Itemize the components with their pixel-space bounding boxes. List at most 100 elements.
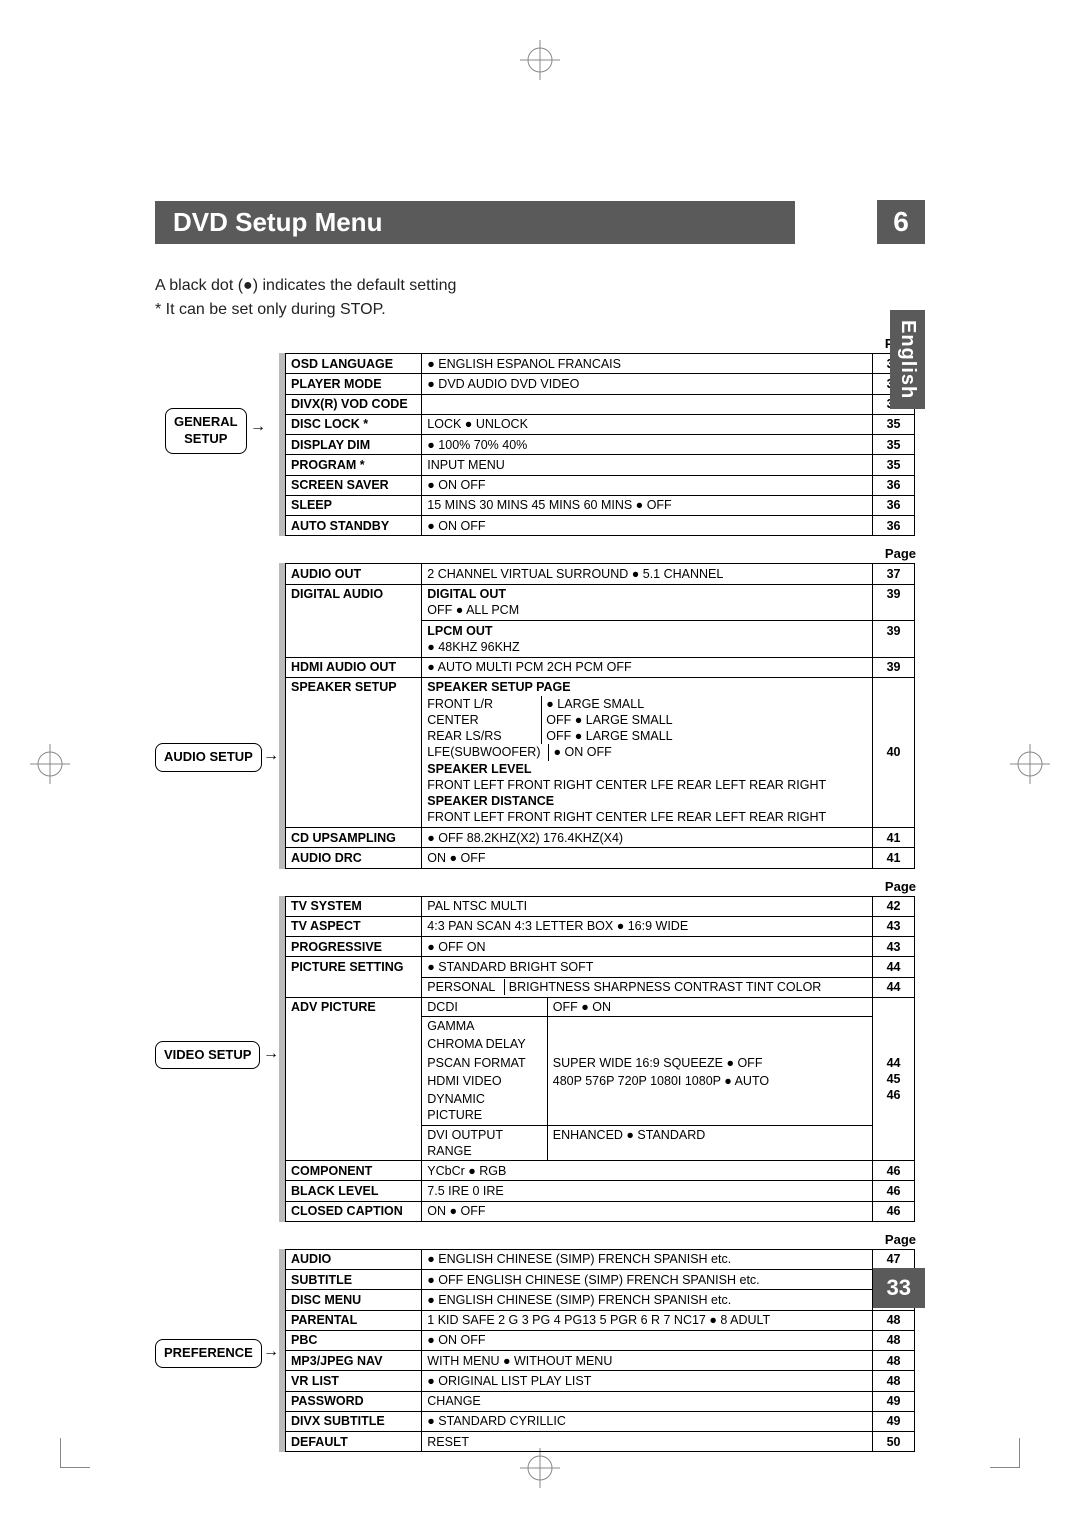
row-label: VR LIST bbox=[286, 1371, 422, 1391]
row-label: SPEAKER SETUP bbox=[286, 677, 422, 827]
row-label: PBC bbox=[286, 1330, 422, 1350]
category-general: GENERAL SETUP bbox=[165, 408, 247, 454]
row-page: 46 bbox=[873, 1161, 915, 1181]
row-page: 43 bbox=[873, 916, 915, 936]
row-label: DISPLAY DIM bbox=[286, 435, 422, 455]
row-opts: ● ON OFF bbox=[422, 1330, 873, 1350]
general-setup-block: GENERAL SETUP → OSD LANGUAGE● ENGLISH ES… bbox=[155, 353, 925, 536]
row-label: TV ASPECT bbox=[286, 916, 422, 936]
row-page: 39 bbox=[873, 621, 915, 658]
row-page: 44 bbox=[873, 977, 915, 997]
row-label: AUTO STANDBY bbox=[286, 516, 422, 536]
intro-text: A black dot (●) indicates the default se… bbox=[155, 274, 925, 322]
row-label: PASSWORD bbox=[286, 1391, 422, 1411]
row-opts: SPEAKER SETUP PAGE FRONT L/R● LARGE SMAL… bbox=[422, 677, 873, 827]
row-opts: PERSONAL BRIGHTNESS SHARPNESS CONTRAST T… bbox=[422, 977, 873, 997]
row-opts: ● OFF ENGLISH CHINESE (SIMP) FRENCH SPAN… bbox=[422, 1270, 873, 1290]
arrow-icon: → bbox=[263, 747, 279, 765]
row-label: AUDIO DRC bbox=[286, 848, 422, 868]
page-header: Page bbox=[155, 1232, 918, 1247]
row-opts: ● DVD AUDIO DVD VIDEO bbox=[422, 374, 873, 394]
row-label: COMPONENT bbox=[286, 1161, 422, 1181]
row-label: PARENTAL bbox=[286, 1310, 422, 1330]
row-opts: PAL NTSC MULTI bbox=[422, 896, 873, 916]
category-audio: AUDIO SETUP bbox=[155, 743, 262, 772]
row-opts: INPUT MENU bbox=[422, 455, 873, 475]
row-label: OSD LANGUAGE bbox=[286, 354, 422, 374]
row-label: BLACK LEVEL bbox=[286, 1181, 422, 1201]
row-opts: DIGITAL OUTOFF ● ALL PCM bbox=[422, 584, 873, 621]
row-opts: ● OFF ON bbox=[422, 937, 873, 957]
page-header: Page bbox=[155, 879, 918, 894]
row-page: 47 bbox=[873, 1249, 915, 1269]
row-label: ADV PICTURE bbox=[286, 997, 422, 1160]
row-opts: ● OFF 88.2KHZ(X2) 176.4KHZ(X4) bbox=[422, 828, 873, 848]
arrow-icon: → bbox=[263, 1045, 279, 1063]
row-opts: LPCM OUT● 48KHZ 96KHZ bbox=[422, 621, 873, 658]
tree-bar bbox=[279, 896, 285, 1222]
row-opts: ● ON OFF bbox=[422, 516, 873, 536]
category-preference: PREFERENCE bbox=[155, 1339, 262, 1368]
row-opts: ● STANDARD BRIGHT SOFT bbox=[422, 957, 873, 977]
row-page: 46 bbox=[873, 1201, 915, 1221]
row-opts: 4:3 PAN SCAN 4:3 LETTER BOX ● 16:9 WIDE bbox=[422, 916, 873, 936]
row-label: DIGITAL AUDIO bbox=[286, 584, 422, 657]
crop-corner bbox=[60, 1438, 90, 1468]
row-opts: ● ON OFF bbox=[422, 475, 873, 495]
row-opts: 1 KID SAFE 2 G 3 PG 4 PG13 5 PGR 6 R 7 N… bbox=[422, 1310, 873, 1330]
row-label: PROGRESSIVE bbox=[286, 937, 422, 957]
row-label: PICTURE SETTING bbox=[286, 957, 422, 998]
row-label: TV SYSTEM bbox=[286, 896, 422, 916]
page-content: DVD Setup Menu 6 A black dot (●) indicat… bbox=[155, 200, 925, 1462]
row-label: AUDIO OUT bbox=[286, 564, 422, 584]
page-number-badge: 33 bbox=[873, 1268, 925, 1308]
row-label: SUBTITLE bbox=[286, 1270, 422, 1290]
page-header: Page bbox=[155, 336, 918, 351]
row-opts: ● ENGLISH ESPANOL FRANCAIS bbox=[422, 354, 873, 374]
row-page: 36 bbox=[873, 495, 915, 515]
row-page: 44 bbox=[873, 957, 915, 977]
audio-setup-block: AUDIO SETUP → AUDIO OUT2 CHANNEL VIRTUAL… bbox=[155, 563, 925, 868]
row-opts: 2 CHANNEL VIRTUAL SURROUND ● 5.1 CHANNEL bbox=[422, 564, 873, 584]
row-page: 43 bbox=[873, 937, 915, 957]
row-page: 35 bbox=[873, 435, 915, 455]
crop-mark-top bbox=[520, 40, 560, 80]
tree-bar bbox=[279, 1249, 285, 1453]
video-setup-block: VIDEO SETUP → TV SYSTEMPAL NTSC MULTI42 … bbox=[155, 896, 925, 1222]
row-opts: YCbCr ● RGB bbox=[422, 1161, 873, 1181]
tree-bar bbox=[279, 563, 285, 868]
page-header: Page bbox=[155, 546, 918, 561]
row-opts: CHANGE bbox=[422, 1391, 873, 1411]
row-page: 36 bbox=[873, 475, 915, 495]
row-opts: 15 MINS 30 MINS 45 MINS 60 MINS ● OFF bbox=[422, 495, 873, 515]
row-page: 41 bbox=[873, 848, 915, 868]
crop-mark-left bbox=[30, 744, 70, 784]
row-label: CLOSED CAPTION bbox=[286, 1201, 422, 1221]
category-video: VIDEO SETUP bbox=[155, 1041, 260, 1070]
row-opts: WITH MENU ● WITHOUT MENU bbox=[422, 1351, 873, 1371]
row-opts: ● 100% 70% 40% bbox=[422, 435, 873, 455]
row-label: CD UPSAMPLING bbox=[286, 828, 422, 848]
language-tab: English bbox=[890, 310, 925, 409]
crop-mark-right bbox=[1010, 744, 1050, 784]
row-opts: ON ● OFF bbox=[422, 848, 873, 868]
general-table: OSD LANGUAGE● ENGLISH ESPANOL FRANCAIS34… bbox=[285, 353, 915, 536]
row-opts: ● ENGLISH CHINESE (SIMP) FRENCH SPANISH … bbox=[422, 1290, 873, 1310]
row-opts: ● STANDARD CYRILLIC bbox=[422, 1411, 873, 1431]
row-page: 48 bbox=[873, 1330, 915, 1350]
row-page: 48 bbox=[873, 1371, 915, 1391]
row-page: 37 bbox=[873, 564, 915, 584]
chapter-number: 6 bbox=[877, 200, 925, 244]
audio-table: AUDIO OUT2 CHANNEL VIRTUAL SURROUND ● 5.… bbox=[285, 563, 915, 868]
tree-bar bbox=[279, 353, 285, 536]
row-label: DISC LOCK * bbox=[286, 414, 422, 434]
row-page: 44 45 46 bbox=[873, 997, 915, 1160]
row-page: 42 bbox=[873, 896, 915, 916]
intro-line2: * It can be set only during STOP. bbox=[155, 298, 925, 322]
page-title: DVD Setup Menu bbox=[155, 201, 795, 244]
header-bar: DVD Setup Menu 6 bbox=[155, 200, 925, 244]
row-page: 46 bbox=[873, 1181, 915, 1201]
crop-corner bbox=[990, 1438, 1020, 1468]
row-page: 35 bbox=[873, 414, 915, 434]
row-page: 39 bbox=[873, 584, 915, 621]
